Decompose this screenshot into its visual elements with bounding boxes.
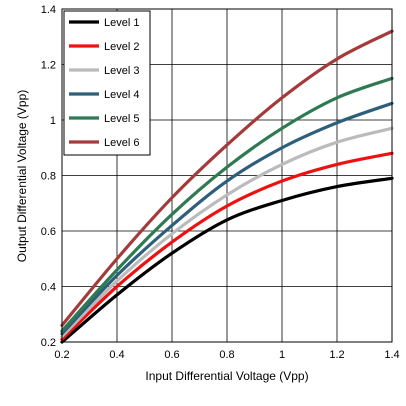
- x-tick-label: 1: [279, 349, 285, 361]
- legend-item-level-2: Level 2: [69, 41, 139, 53]
- series-line-level-3: [60, 126, 394, 339]
- x-tick-label: 1.2: [329, 349, 344, 361]
- legend-label: Level 3: [104, 65, 139, 77]
- legend-label: Level 2: [104, 41, 139, 53]
- series-line-level-4: [60, 101, 394, 336]
- legend: Level 1 Level 2 Level 3 Level 4 Level 5 Level…: [63, 10, 151, 156]
- y-tick-label: 1.4: [41, 4, 56, 16]
- series-line-level-2: [60, 151, 394, 341]
- y-tick-label: 1: [50, 115, 56, 127]
- series-line-level-5: [60, 76, 394, 333]
- x-axis-label: Input Differential Voltage (Vpp): [145, 369, 308, 383]
- legend-item-level-1: Level 1: [69, 17, 139, 29]
- series-line-level-1: [60, 176, 394, 344]
- x-tick-label: 0.4: [109, 349, 124, 361]
- legend-label: Level 6: [104, 137, 139, 149]
- x-tick-label: 0.8: [219, 349, 234, 361]
- legend-item-level-3: Level 3: [69, 65, 139, 77]
- legend-box: [63, 10, 151, 156]
- x-tick-label: 0.6: [164, 349, 179, 361]
- y-tick-label: 1.2: [41, 60, 56, 72]
- series-lines: [60, 29, 394, 344]
- legend-label: Level 4: [104, 89, 139, 101]
- legend-item-level-6: Level 6: [69, 137, 139, 149]
- y-axis-label: Output Differential Voltage (Vpp): [15, 90, 29, 263]
- y-tick-label: 0.4: [41, 282, 56, 294]
- legend-item-level-4: Level 4: [69, 89, 139, 101]
- y-tick-label: 0.8: [41, 171, 56, 183]
- legend-item-level-5: Level 5: [69, 113, 139, 125]
- plot-frame: [61, 8, 393, 343]
- y-tick-label: 0.6: [41, 226, 56, 238]
- legend-label: Level 5: [104, 113, 139, 125]
- x-axis-ticks: 0.2 0.4 0.6 0.8 1 1.2 1.4: [54, 349, 399, 361]
- legend-label: Level 1: [104, 17, 139, 29]
- x-tick-label: 1.4: [384, 349, 399, 361]
- y-tick-label: 0.2: [41, 337, 56, 349]
- y-axis-ticks: 0.2 0.4 0.6 0.8 1 1.2 1.4: [41, 4, 56, 349]
- series-line-level-6: [60, 29, 394, 327]
- x-tick-label: 0.2: [54, 349, 69, 361]
